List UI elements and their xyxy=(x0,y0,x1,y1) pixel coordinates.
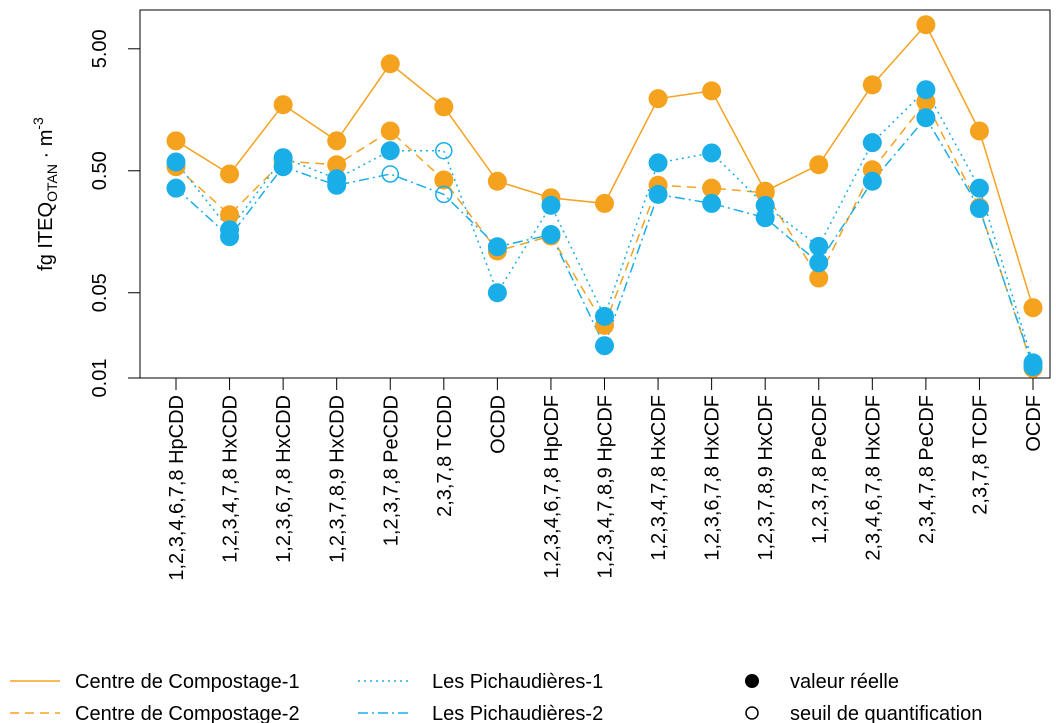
data-point xyxy=(595,193,614,213)
data-point xyxy=(487,171,507,191)
data-point xyxy=(916,15,936,35)
x-tick-label: 2,3,7,8 TCDD xyxy=(434,395,456,517)
data-point xyxy=(595,336,614,356)
x-tick-label: 2,3,4,7,8 PeCDF xyxy=(916,395,938,544)
data-point xyxy=(969,121,989,141)
legend-label: Centre de Compostage-2 xyxy=(75,703,300,723)
legend-label: seuil de quantification xyxy=(790,703,982,723)
data-point xyxy=(166,178,186,198)
y-tick-label: 0.50 xyxy=(89,151,111,190)
data-point xyxy=(435,185,453,204)
x-tick-label: 1,2,3,7,8 PeCDD xyxy=(380,395,402,546)
data-point xyxy=(435,141,453,160)
x-tick-label: 1,2,3,4,7,8,9 HpCDF xyxy=(595,395,617,578)
data-point xyxy=(1023,298,1043,318)
x-tick-label: 2,3,7,8 TCDF xyxy=(969,395,991,515)
data-point xyxy=(220,227,240,247)
data-point xyxy=(702,143,722,163)
data-point xyxy=(1023,357,1043,377)
data-point xyxy=(273,95,293,115)
data-point xyxy=(541,195,561,215)
data-point xyxy=(220,205,240,225)
data-point xyxy=(327,131,347,151)
x-tick-label: 1,2,3,7,8,9 HxCDF xyxy=(755,395,777,561)
data-point xyxy=(166,152,186,172)
data-point xyxy=(969,199,989,219)
data-point xyxy=(380,141,400,161)
x-tick-label: OCDD xyxy=(487,395,509,454)
data-point xyxy=(327,155,347,175)
legend-label: valeur réelle xyxy=(790,671,899,693)
y-tick-label: 5.00 xyxy=(89,29,111,68)
data-point xyxy=(809,155,829,175)
data-point xyxy=(541,225,561,245)
data-point xyxy=(648,153,668,173)
x-tick-label: 1,2,3,4,6,7,8 HpCDF xyxy=(541,395,563,578)
data-point xyxy=(809,236,829,256)
data-point xyxy=(380,121,400,141)
data-point xyxy=(702,81,722,101)
data-point xyxy=(916,108,936,128)
data-point xyxy=(862,75,882,95)
data-point xyxy=(916,80,936,100)
legend-label: Centre de Compostage-1 xyxy=(75,671,300,693)
data-point xyxy=(166,131,186,151)
legend-label: Les Pichaudières-2 xyxy=(432,703,603,723)
data-point xyxy=(487,283,507,303)
x-tick-label: 1,2,3,7,8,9 HxCDD xyxy=(327,395,349,563)
data-point xyxy=(381,165,399,183)
x-tick-label: 1,2,3,6,7,8 HxCDD xyxy=(273,395,295,563)
data-point xyxy=(220,164,240,184)
data-point xyxy=(434,170,454,190)
x-tick-label: 2,3,4,6,7,8 HxCDF xyxy=(862,395,884,561)
data-point xyxy=(809,268,829,288)
data-point xyxy=(702,178,722,198)
data-point xyxy=(595,306,614,326)
x-tick-label: 1,2,3,4,7,8 HxCDF xyxy=(648,395,670,561)
x-tick-label: 1,2,3,4,6,7,8 HpCDD xyxy=(166,395,188,581)
legend-marker xyxy=(745,674,759,688)
data-point xyxy=(487,237,507,257)
data-point xyxy=(380,54,400,74)
data-point xyxy=(648,89,668,109)
data-point xyxy=(702,193,722,213)
legend-label: Les Pichaudières-1 xyxy=(432,671,603,693)
y-tick-label: 0.01 xyxy=(89,359,111,398)
plot-frame xyxy=(139,9,1051,379)
x-tick-label: OCDF xyxy=(1023,395,1045,452)
data-point xyxy=(862,133,882,153)
data-point xyxy=(273,157,293,177)
data-point xyxy=(809,253,829,273)
data-point xyxy=(434,97,454,117)
data-point xyxy=(862,171,882,191)
y-tick-label: 0.05 xyxy=(89,273,111,312)
legend-marker xyxy=(745,706,759,720)
data-point xyxy=(648,184,668,204)
x-tick-label: 1,2,3,6,7,8 HxCDF xyxy=(702,395,724,561)
data-point xyxy=(327,175,347,195)
x-tick-label: 1,2,3,7,8 PeCDF xyxy=(809,395,831,544)
data-point xyxy=(969,178,989,198)
data-point xyxy=(755,208,775,228)
y-axis-label: fg ITEQOTAN · m-3 xyxy=(30,117,60,271)
x-tick-label: 1,2,3,4,7,8 HxCDD xyxy=(220,395,242,563)
